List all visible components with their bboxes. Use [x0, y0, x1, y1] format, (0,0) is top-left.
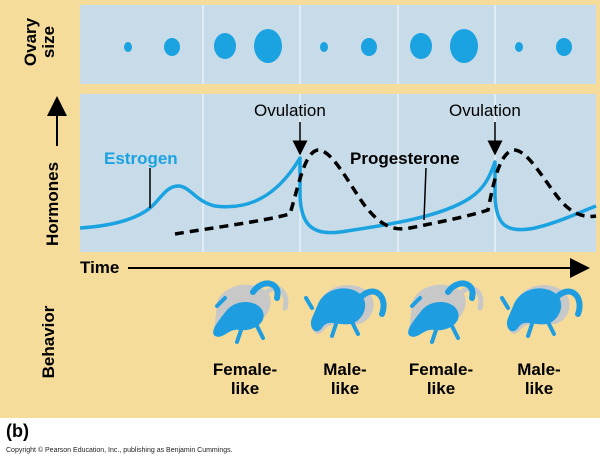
ovary-dot-9 [515, 42, 523, 52]
progesterone-curve [174, 148, 597, 236]
copyright-notice: Copyright © Pearson Education, Inc., pub… [6, 447, 233, 454]
lizard-pair-2 [304, 284, 387, 338]
panel-letter: (b) [6, 421, 29, 441]
lizard-pair-1 [213, 280, 289, 344]
behavior-label-2: Male- like [323, 360, 367, 398]
estrogen-label: Estrogen [104, 149, 178, 168]
ovary-gridlines [202, 5, 496, 84]
ovary-dot-2 [164, 38, 180, 56]
lizard-pair-4 [500, 284, 583, 338]
behavior-label-3: Female- like [408, 360, 474, 398]
time-label: Time [80, 258, 120, 277]
ovary-dot-8 [450, 29, 478, 63]
hormones-box [80, 94, 596, 252]
behavior-label-4: Male- like [517, 360, 561, 398]
progesterone-pointer [423, 167, 427, 221]
ovary-dot-4 [254, 29, 282, 63]
ovulation-label-2: Ovulation [449, 101, 521, 120]
ovary-dot-6 [361, 38, 377, 56]
ovary-dot-5 [320, 42, 328, 52]
ovary-dot-7 [410, 33, 432, 59]
ovary-dot-3 [214, 33, 236, 59]
ovary-dot-1 [124, 42, 132, 52]
progesterone-label: Progesterone [350, 149, 460, 168]
lizard-pair-3 [408, 280, 484, 344]
ovulation-label-1: Ovulation [254, 101, 326, 120]
ovary-dot-10 [556, 38, 572, 56]
behavior-label-1: Female- like [212, 360, 278, 398]
estrogen-curve [79, 156, 597, 235]
ovary-dots [124, 29, 572, 63]
hormones-axis-label: Hormones [43, 161, 62, 246]
